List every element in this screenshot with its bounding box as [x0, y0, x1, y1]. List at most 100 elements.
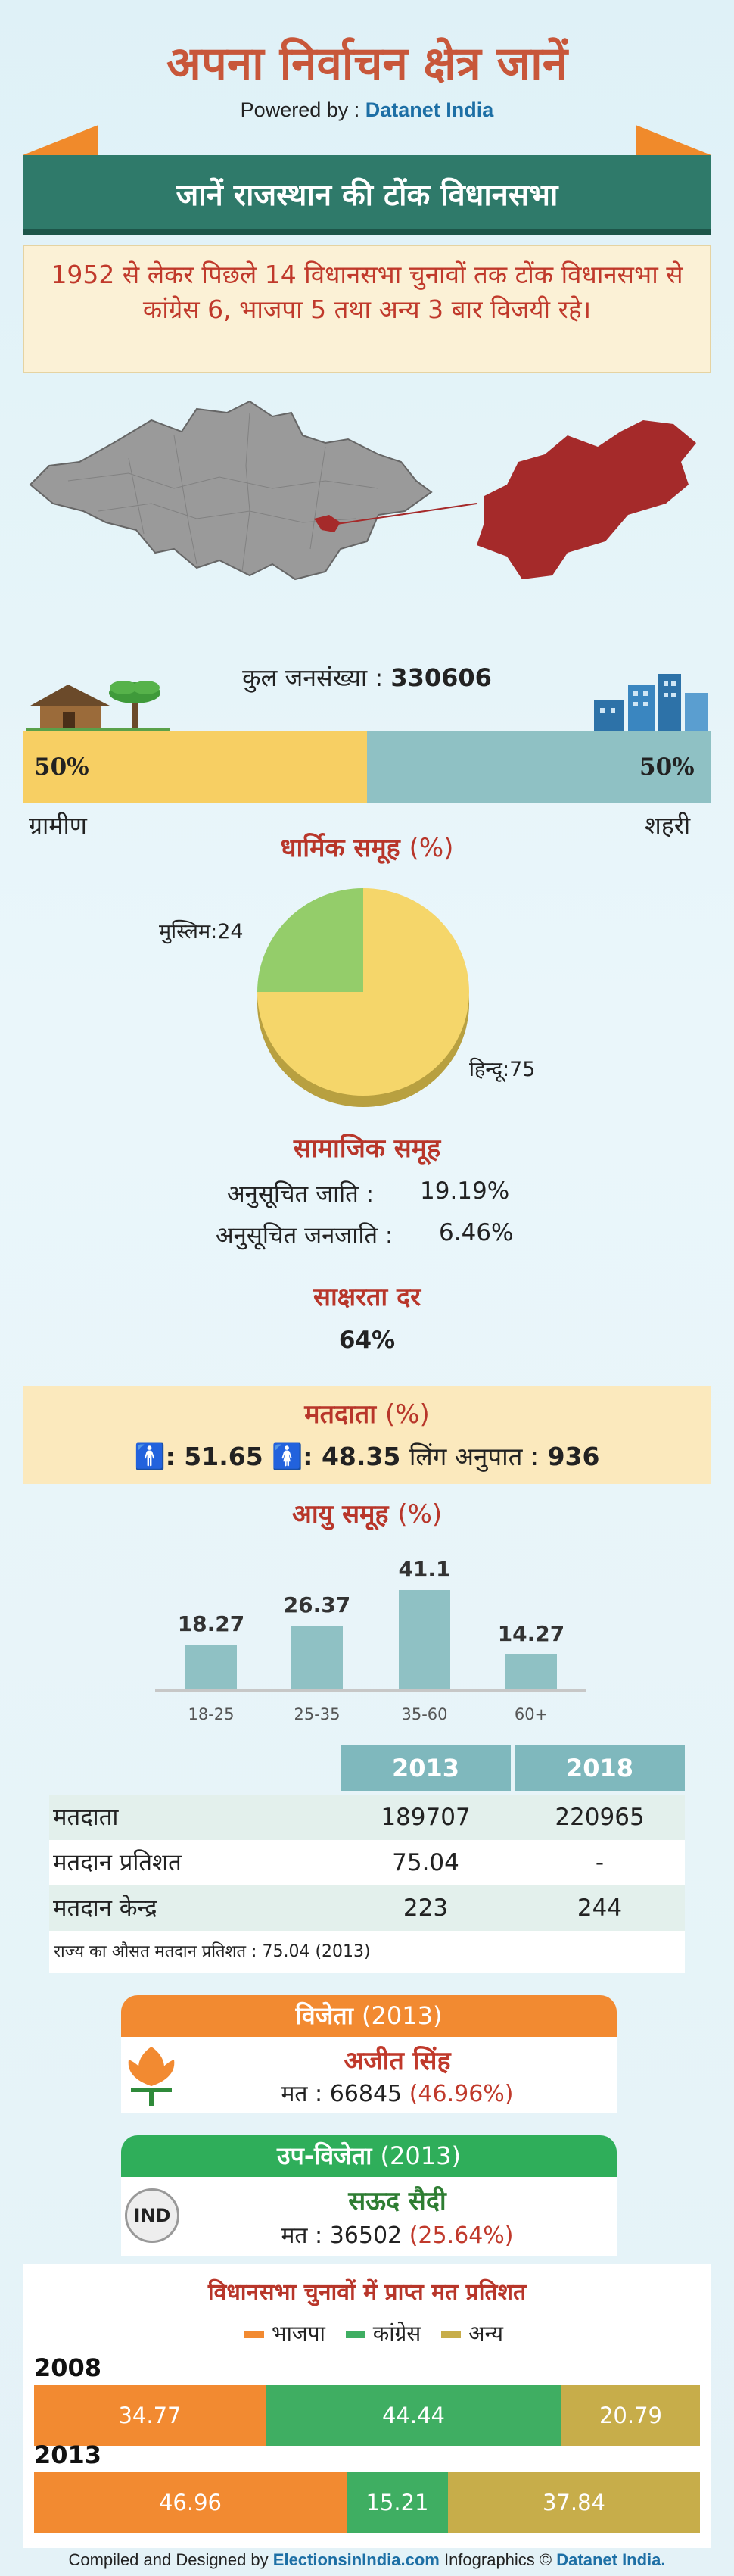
city-icon: [594, 674, 708, 734]
legend-other: अन्य: [468, 2321, 504, 2346]
vote-share-title: विधानसभा चुनावों में प्राप्त मत प्रतिशत: [207, 2279, 527, 2306]
legend-swatch-other: [441, 2331, 462, 2338]
age-axis: [155, 1689, 586, 1692]
voter-box: [23, 1386, 711, 1484]
table-row-label: मतदान केन्द्र: [53, 1895, 157, 1922]
banner-title: जानें राजस्थान की टोंक विधानसभा: [176, 178, 558, 213]
legend-inc: कांग्रेस: [372, 2321, 421, 2346]
age-bar-value: 14.27: [497, 1621, 565, 1646]
sex-ratio-label: लिंग अनुपात :: [409, 1442, 540, 1471]
literacy-value: 64%: [338, 1327, 396, 1354]
age-bar-value: 26.37: [283, 1592, 351, 1617]
female-voter-pct: : 48.35: [303, 1442, 401, 1471]
urban-bar: [367, 731, 711, 803]
tonk-enlarged-icon: [477, 420, 696, 579]
powered-prefix: Powered by :: [240, 98, 360, 121]
table-header-2018: 2018: [515, 1745, 685, 1791]
ind-party-badge: IND: [125, 2188, 179, 2243]
hindu-label: हिन्दू:75: [469, 1058, 536, 1081]
state-map-icon: [29, 400, 433, 581]
age-bar-60+: [505, 1654, 557, 1689]
intro-text: 1952 से लेकर पिछले 14 विधानसभा चुनावों त…: [51, 260, 683, 324]
vote-segment: 15.21: [347, 2472, 448, 2533]
runner-card: [121, 2177, 617, 2256]
urban-percent: 50%: [639, 753, 695, 781]
table-row: [49, 1840, 685, 1885]
winner-name: अजीत सिंह: [344, 2046, 451, 2076]
year-label-2013: 2013: [34, 2440, 102, 2469]
table-cell: 223: [403, 1895, 449, 1922]
age-bar-label: 60+: [514, 1705, 549, 1723]
female-icon: 🚺: [272, 1442, 303, 1471]
constituency-map: [29, 400, 696, 581]
st-label: अनुसूचित जनजाति :: [216, 1222, 393, 1249]
vote-segment: 37.84: [448, 2472, 700, 2533]
male-voter-pct: : 51.65: [165, 1442, 263, 1471]
rural-label: ग्रामीण: [29, 811, 87, 840]
page-title: अपना निर्वाचन क्षेत्र जानें: [166, 37, 568, 90]
age-title: आयु समूह (%): [291, 1499, 443, 1530]
year-label-2008: 2008: [34, 2353, 102, 2382]
ribbon-fold-right: [636, 125, 711, 155]
st-value: 6.46%: [439, 1219, 514, 1246]
table-cell: 220965: [555, 1804, 645, 1831]
urban-label: शहरी: [645, 811, 691, 840]
vote-segment: 46.96: [34, 2472, 347, 2533]
male-icon: 🚹: [134, 1442, 166, 1471]
literacy-title: साक्षरता दर: [313, 1282, 421, 1312]
rural-percent: 50%: [34, 753, 89, 781]
title-banner: [23, 155, 711, 235]
intro-box: [23, 245, 711, 373]
voters-line: 🚹: 51.65 🚺: 48.35 लिंग अनुपात : 936: [0, 1439, 734, 1473]
table-note: राज्य का औसत मतदान प्रतिशत : 75.04 (2013…: [49, 1931, 685, 1973]
table-row: [49, 1795, 685, 1840]
brand-name[interactable]: Datanet India: [365, 98, 494, 121]
tonk-highlight-icon: [314, 515, 341, 532]
religion-title: धार्मिक समूह (%): [280, 833, 454, 863]
table-header-2013: 2013: [341, 1745, 511, 1791]
sc-label: अनुसूचित जाति :: [227, 1180, 375, 1208]
winner-card: [121, 2037, 617, 2113]
footer: Compiled and Designed by ElectionsinIndi…: [68, 2550, 666, 2569]
vote-share-legend: भाजपा कांग्रेस अन्य: [0, 2319, 734, 2347]
runner-header: उप-विजेता (2013): [121, 2135, 617, 2177]
runner-votes: मत : 36502 (25.64%): [281, 2222, 514, 2249]
table-row: [49, 1885, 685, 1931]
population-value: 330606: [390, 663, 492, 692]
footer-site-link[interactable]: ElectionsinIndia.com: [272, 2550, 440, 2569]
sc-value: 19.19%: [420, 1177, 510, 1205]
table-cell: -: [595, 1849, 605, 1876]
voters-title: मतदाता (%): [304, 1399, 430, 1430]
table-cell: 189707: [381, 1804, 471, 1831]
footer-brand: Datanet India.: [556, 2550, 666, 2569]
social-title: सामाजिक समूह: [293, 1134, 441, 1164]
table-row-label: मतदान प्रतिशत: [53, 1849, 182, 1876]
age-bar-label: 18-25: [188, 1705, 235, 1723]
powered-by: Powered by : Datanet India: [0, 98, 734, 122]
rural-bar: [23, 731, 367, 803]
religion-pie-chart: [257, 888, 469, 1107]
lotus-icon: [128, 2047, 175, 2106]
age-bar-label: 25-35: [294, 1705, 341, 1723]
legend-bjp: भाजपा: [271, 2321, 325, 2346]
age-bar-18-25: [185, 1645, 237, 1689]
vote-segment: 44.44: [266, 2385, 561, 2446]
legend-swatch-inc: [345, 2331, 365, 2338]
table-cell: 75.04: [392, 1849, 459, 1876]
population-label: कुल जनसंख्या : 330606: [242, 663, 492, 692]
table-row-label: मतदाता: [53, 1804, 119, 1831]
age-bar-label: 35-60: [401, 1705, 448, 1723]
ribbon-fold-left: [23, 125, 98, 155]
age-bar-value: 18.27: [177, 1611, 245, 1636]
winner-votes: मत : 66845 (46.96%): [281, 2081, 514, 2107]
village-icon: [26, 681, 170, 734]
muslim-slice: [257, 888, 363, 992]
runner-name: सऊद सैदी: [348, 2186, 446, 2216]
table-cell: 244: [577, 1895, 623, 1922]
muslim-label: मुस्लिम:24: [159, 920, 244, 943]
age-bar-25-35: [291, 1626, 343, 1689]
age-bar-value: 41.1: [398, 1557, 451, 1582]
winner-header: विजेता (2013): [121, 1995, 617, 2037]
age-bar-35-60: [399, 1590, 450, 1689]
legend-swatch-bjp: [244, 2331, 264, 2338]
